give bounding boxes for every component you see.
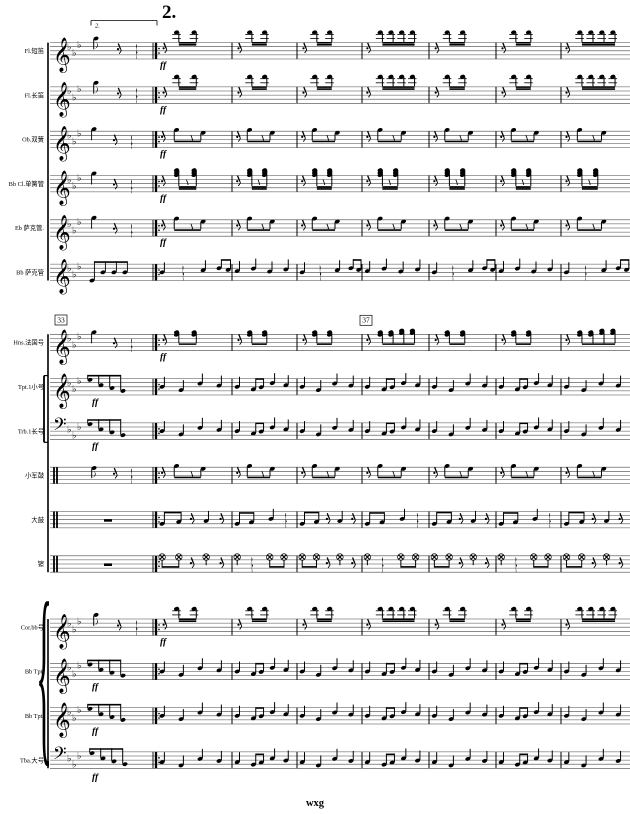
svg-text:33: 33 [57,315,65,324]
svg-text:Bb 萨克管: Bb 萨克管 [16,268,44,277]
svg-text:Fl.短笛: Fl.短笛 [25,46,44,55]
svg-text:37: 37 [362,316,370,325]
svg-text:♭: ♭ [67,618,71,629]
svg-text:♭: ♭ [77,217,81,228]
svg-text:𝄢: 𝄢 [53,415,67,439]
svg-text:♭: ♭ [72,225,76,236]
svg-text:♭: ♭ [67,707,71,718]
svg-text:Fl.长笛: Fl.长笛 [25,90,44,99]
svg-text:♭: ♭ [77,616,81,627]
svg-text:♭: ♭ [72,92,76,103]
svg-text:ff: ff [160,150,167,160]
svg-text:Tpt.1小号: Tpt.1小号 [18,382,44,391]
svg-text:ff: ff [92,398,99,408]
svg-text:𝄢: 𝄢 [53,744,67,768]
svg-text:♭: ♭ [72,137,76,148]
svg-text:2.: 2. [95,23,100,30]
svg-text:♭: ♭ [67,86,71,97]
svg-text:♭: ♭ [67,378,71,389]
svg-text:Trb.1长号: Trb.1长号 [18,426,44,435]
svg-text:2.: 2. [162,2,176,23]
svg-text:♭: ♭ [67,263,71,274]
svg-text:♭: ♭ [67,131,71,142]
svg-text:ff: ff [160,194,167,204]
svg-text:♭: ♭ [72,430,76,441]
svg-text:Ob.双簧: Ob.双簧 [22,135,44,144]
svg-text:♭: ♭ [67,219,71,230]
svg-text:♭: ♭ [72,624,76,635]
svg-text:♭: ♭ [72,759,76,770]
svg-text:ff: ff [160,61,167,71]
svg-text:ff: ff [92,727,99,737]
svg-text:♭: ♭ [67,175,71,186]
svg-text:♭: ♭ [77,173,81,184]
svg-text:ff: ff [160,105,167,115]
svg-text:♭: ♭ [77,261,81,272]
svg-text:ff: ff [92,442,99,452]
svg-text:♭: ♭ [67,334,71,345]
svg-text:wxg: wxg [306,798,325,809]
svg-text:♭: ♭ [72,713,76,724]
svg-text:♭: ♭ [72,340,76,351]
svg-text:♭: ♭ [67,424,71,435]
svg-text:♭: ♭ [77,661,81,672]
svg-text:♭: ♭ [72,384,76,395]
svg-text:♭: ♭ [77,128,81,139]
svg-text:♭: ♭ [72,48,76,59]
svg-text:♭: ♭ [67,42,71,53]
svg-text:ff: ff [92,683,99,693]
svg-text:ff: ff [92,773,99,783]
svg-text:Hns.法国号: Hns.法国号 [13,338,44,347]
svg-text:♭: ♭ [77,751,81,762]
svg-text:Eb 萨克管.: Eb 萨克管. [15,223,44,232]
svg-text:♭: ♭ [67,663,71,674]
svg-text:大鼓: 大鼓 [31,515,44,524]
svg-text:♭: ♭ [72,669,76,680]
svg-text:♭: ♭ [72,181,76,192]
svg-text:Bb Cl.单簧管: Bb Cl.单簧管 [9,179,44,188]
svg-text:♭: ♭ [77,705,81,716]
svg-text:♭: ♭ [77,84,81,95]
svg-text:♭: ♭ [77,376,81,387]
svg-text:♭: ♭ [77,40,81,51]
svg-text:ff: ff [160,353,167,363]
svg-text:ff: ff [160,238,167,248]
svg-text:{: { [36,562,52,782]
svg-text:小军鼓: 小军鼓 [25,471,45,480]
svg-text:♭: ♭ [72,270,76,281]
svg-text:♭: ♭ [77,332,81,343]
svg-text:♭: ♭ [67,753,71,764]
svg-text:ff: ff [160,637,167,647]
svg-text:♭: ♭ [77,422,81,433]
